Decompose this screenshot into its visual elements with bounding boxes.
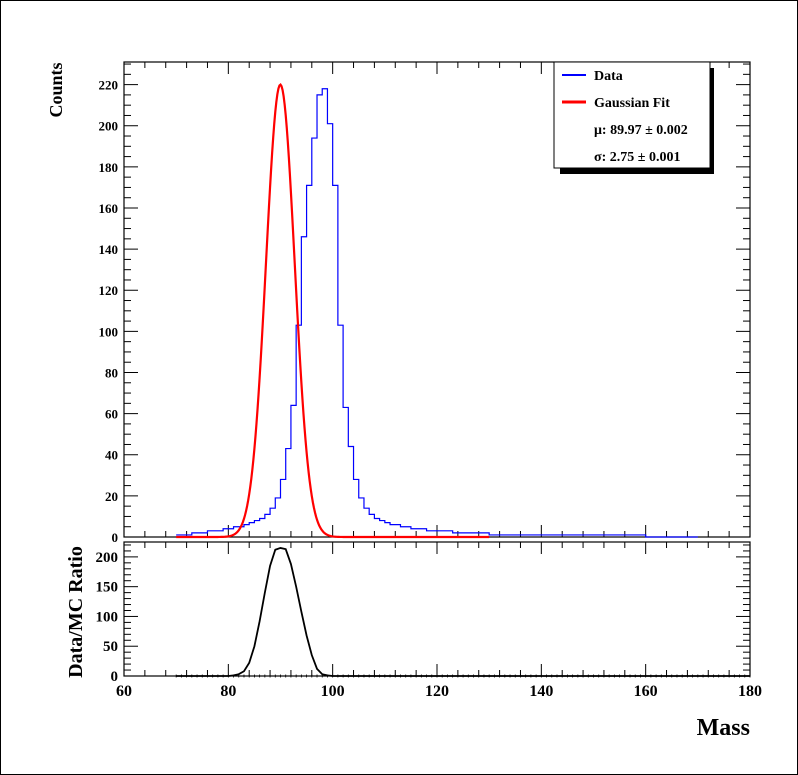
y-tick-label: 100 [96, 609, 119, 625]
x-tick-label: 100 [321, 683, 345, 700]
x-tick-label: 160 [634, 683, 658, 700]
y-tick-label: 50 [103, 639, 118, 655]
y-tick-label: 60 [105, 407, 118, 422]
main-series [176, 83, 698, 539]
main-plot-panel: 0 20 40 60 80 100 120 140 160 180 200 220 Counts Da… [46, 61, 751, 545]
legend-fit-label: Gaussian Fit [594, 96, 670, 111]
ratio-y-ticks: 0 50 100 150 200 [96, 544, 750, 685]
x-tick-label: 80 [220, 683, 236, 700]
ratio-series [175, 547, 751, 678]
y-tick-label: 0 [111, 669, 119, 685]
x-tick-label: 120 [425, 683, 449, 700]
ratio-y-axis-label: Data/MC Ratio [65, 546, 87, 678]
x-tick-label: 140 [529, 683, 553, 700]
legend-sigma-text: σ: 2.75 ± 0.001 [594, 150, 680, 165]
y-tick-label: 200 [96, 550, 119, 566]
x-tick-label: 60 [116, 683, 132, 700]
y-tick-label: 200 [99, 119, 119, 134]
legend-mu-text: μ: 89.97 ± 0.002 [594, 123, 688, 138]
x-axis-label: Mass [697, 715, 750, 741]
y-tick-label: 150 [96, 580, 119, 596]
ratio-curve [176, 547, 750, 677]
legend-box [553, 61, 711, 169]
ratio-plot-panel: 60 80 100 120 140 160 180 0 50 100 150 200 Data/MC… [65, 541, 762, 741]
ratio-x-ticks: 60 80 100 120 140 160 180 [116, 542, 762, 700]
y-tick-label: 100 [99, 324, 119, 339]
x-tick-label: 180 [738, 683, 762, 700]
y-tick-label: 120 [99, 283, 119, 298]
y-tick-label: 40 [105, 448, 118, 463]
y-tick-label: 0 [112, 530, 119, 545]
y-tick-label: 180 [99, 160, 119, 175]
legend: Data Gaussian Fit μ: 89.97 ± 0.002 σ: 2.… [553, 61, 714, 174]
data-histogram [176, 88, 698, 538]
main-y-axis-label: Counts [46, 62, 66, 117]
y-tick-label: 20 [105, 489, 118, 504]
legend-data-label: Data [594, 69, 623, 84]
y-tick-label: 220 [99, 78, 119, 93]
y-tick-label: 160 [99, 201, 119, 216]
main-y-ticks: 0 20 40 60 80 100 120 140 160 180 200 220 [99, 63, 750, 545]
y-tick-label: 140 [99, 242, 119, 257]
y-tick-label: 80 [105, 365, 118, 380]
gaussian-fit-curve [176, 83, 490, 539]
